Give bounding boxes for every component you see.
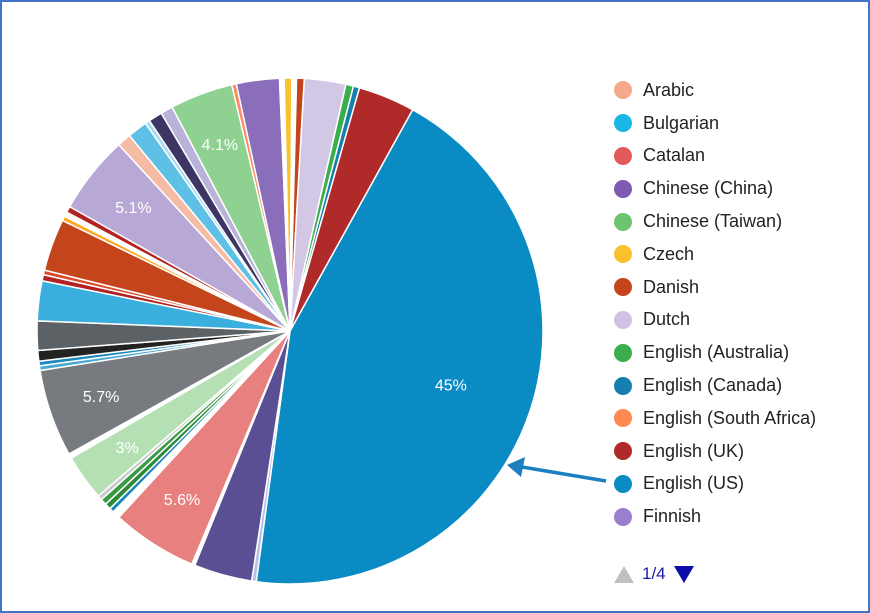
slice-label-4: 5.6% [164, 492, 200, 509]
arrow-left-icon [507, 457, 607, 483]
legend-item[interactable]: Czech [614, 238, 864, 271]
legend-label: Catalan [643, 145, 706, 166]
pager-text: 1/4 [642, 564, 666, 583]
legend-item[interactable]: Bulgarian [614, 107, 864, 140]
legend: Arabic Bulgarian Catalan Chinese (China) Chi… [614, 74, 864, 533]
legend-dot-icon [614, 376, 632, 395]
slice-label-24: 5.1% [115, 200, 151, 217]
legend-dot-icon [614, 245, 632, 264]
legend-item[interactable]: English (US) [614, 468, 864, 501]
legend-dot-icon [614, 409, 632, 428]
legend-pager: 1/4 [614, 564, 694, 584]
legend-dot-icon [614, 343, 632, 362]
legend-dot-icon [614, 278, 632, 297]
legend-label: Dutch [643, 309, 691, 330]
triangle-up-icon [614, 565, 634, 583]
legend-dot-icon [614, 310, 632, 329]
legend-label: Danish [643, 276, 700, 297]
legend-item[interactable]: Catalan [614, 140, 864, 173]
slice-label-0: 45% [435, 377, 467, 394]
legend-item[interactable]: Danish [614, 271, 864, 304]
legend-label: English (South Africa) [643, 407, 817, 428]
slice-label-12: 5.7% [83, 389, 119, 406]
legend-item[interactable]: Chinese (China) [614, 172, 864, 205]
legend-label: English (Australia) [643, 342, 790, 363]
slice-label-30: 4.1% [202, 137, 238, 154]
legend-dot-icon [614, 474, 632, 493]
legend-item[interactable]: Finnish [614, 500, 864, 533]
legend-item[interactable]: English (South Africa) [614, 402, 864, 435]
legend-label: Chinese (Taiwan) [643, 211, 783, 232]
triangle-down-icon[interactable] [673, 565, 694, 583]
legend-item[interactable]: Dutch [614, 304, 864, 337]
legend-label: Arabic [643, 79, 695, 100]
legend-item[interactable]: English (Australia) [614, 336, 864, 369]
legend-dot-icon [614, 179, 632, 198]
legend-item[interactable]: English (UK) [614, 435, 864, 468]
legend-dot-icon [614, 507, 632, 526]
legend-dot-icon [614, 81, 632, 100]
legend-label: Bulgarian [643, 112, 720, 133]
slice-label-10: 3% [116, 440, 139, 457]
legend-item[interactable]: Chinese (Taiwan) [614, 205, 864, 238]
legend-label: English (UK) [643, 440, 745, 461]
legend-item[interactable]: Arabic [614, 74, 864, 107]
pie-slices [36, 77, 544, 585]
legend-label: English (Canada) [643, 375, 783, 396]
legend-label: Czech [643, 243, 695, 264]
legend-dot-icon [614, 146, 632, 165]
legend-label: Finnish [643, 506, 702, 527]
pie-labels: 45% 5.6% 3% 5.7% 5.1% 4.1% [83, 137, 467, 509]
legend-item[interactable]: English (Canada) [614, 369, 864, 402]
legend-label: English (US) [643, 473, 745, 494]
legend-dot-icon [614, 442, 632, 461]
legend-dot-icon [614, 212, 632, 231]
pie-slice-0[interactable] [255, 108, 544, 585]
legend-label: Chinese (China) [643, 178, 774, 199]
pie-slice-40[interactable] [289, 86, 414, 332]
legend-dot-icon [614, 114, 632, 133]
